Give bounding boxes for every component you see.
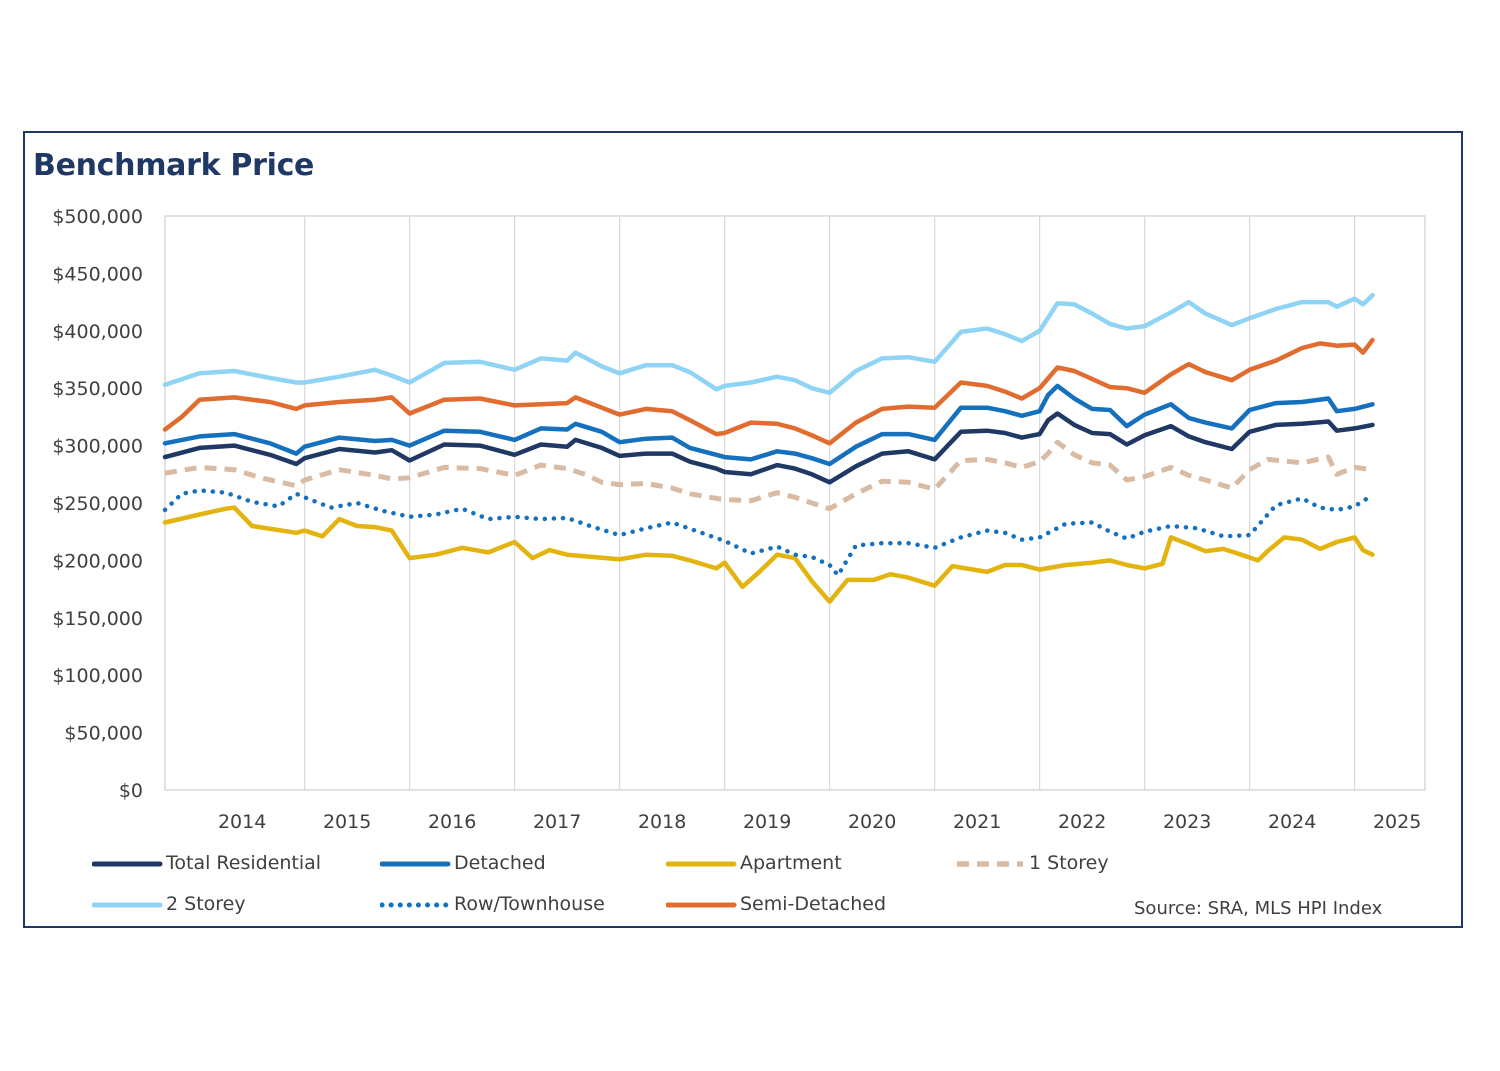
legend-label: 1 Storey xyxy=(1029,852,1109,874)
series-line-2-storey xyxy=(162,292,1375,396)
legend-swatch xyxy=(380,861,451,867)
source-note: Source: SRA, MLS HPI Index xyxy=(1134,898,1383,919)
y-tick-label: $200,000 xyxy=(52,550,143,572)
y-tick-label: $250,000 xyxy=(52,493,143,515)
y-tick-label: $400,000 xyxy=(52,321,143,343)
legend-swatch xyxy=(380,902,451,908)
series-line-apartment xyxy=(162,505,1375,604)
x-tick-label: 2020 xyxy=(848,811,896,833)
y-tick-label: $150,000 xyxy=(52,608,143,630)
x-tick-label: 2018 xyxy=(638,811,686,833)
legend-label: Row/Townhouse xyxy=(454,893,605,915)
chart-title: Benchmark Price xyxy=(33,148,315,183)
y-tick-label: $50,000 xyxy=(64,723,143,745)
legend-swatch xyxy=(957,861,1023,867)
legend-label: Total Residential xyxy=(166,852,322,874)
x-tick-label: 2022 xyxy=(1058,811,1106,833)
x-tick-label: 2014 xyxy=(218,811,266,833)
y-tick-label: $350,000 xyxy=(52,378,143,400)
x-tick-label: 2017 xyxy=(533,811,581,833)
series-line-1-storey xyxy=(164,439,1373,512)
x-tick-label: 2024 xyxy=(1268,811,1316,833)
legend-label: 2 Storey xyxy=(166,893,246,915)
plot-area xyxy=(164,215,1426,791)
x-tick-label: 2019 xyxy=(743,811,791,833)
grid-layer xyxy=(164,215,1426,791)
x-tick-label: 2015 xyxy=(323,811,371,833)
legend-label: Detached xyxy=(454,852,546,874)
series-line-total-residential xyxy=(162,411,1375,485)
x-tick-label: 2016 xyxy=(428,811,476,833)
series-line-row-townhouse xyxy=(162,488,1375,578)
legend-swatch xyxy=(92,902,163,908)
series-line-semi-detached xyxy=(162,337,1375,446)
legend-label: Semi-Detached xyxy=(740,893,887,915)
x-tick-label: 2021 xyxy=(953,811,1001,833)
legend-swatch xyxy=(92,861,163,867)
x-tick-label: 2025 xyxy=(1373,811,1421,833)
legend-swatch xyxy=(666,902,737,908)
y-tick-label: $300,000 xyxy=(52,436,143,458)
legend-label: Apartment xyxy=(740,852,842,874)
series-line-detached xyxy=(162,383,1375,467)
series-layer xyxy=(162,292,1375,604)
y-tick-label: $0 xyxy=(119,780,143,802)
x-tick-label: 2023 xyxy=(1163,811,1211,833)
axis-layer: 2014 2015 2016 2017 2018 2019 2020 2021 2022 2023… xyxy=(52,206,1421,833)
y-tick-label: $450,000 xyxy=(52,263,143,285)
y-tick-label: $500,000 xyxy=(52,206,143,228)
legend-swatch xyxy=(666,861,737,867)
y-tick-label: $100,000 xyxy=(52,665,143,687)
